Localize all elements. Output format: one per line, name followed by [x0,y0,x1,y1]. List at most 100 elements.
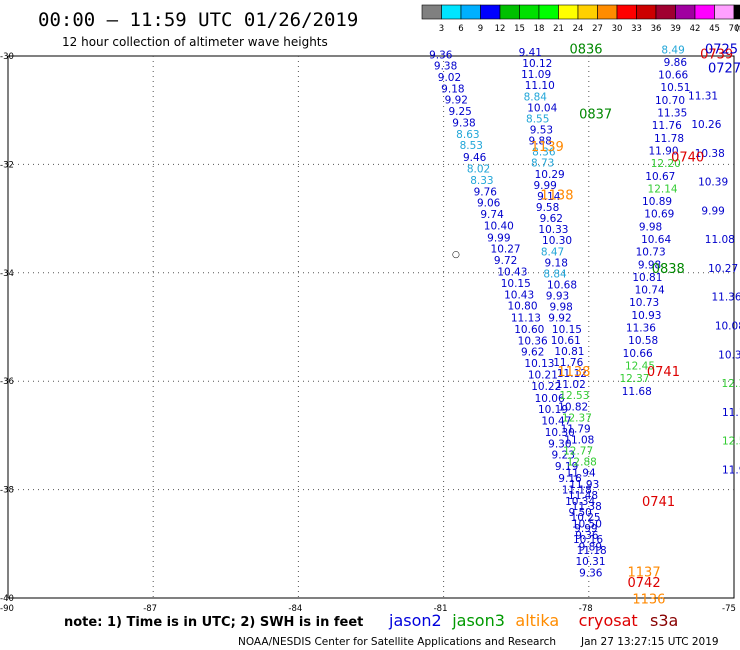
legend-tick-label: 15 [514,24,525,34]
swh-value: 9.74 [480,209,504,221]
swh-value: 10.30 [545,427,575,439]
legend-swatch [558,4,579,20]
swh-value: 12.14 [648,183,678,195]
swh-value: 9.53 [530,124,553,136]
swh-value: 10.60 [514,324,544,336]
swh-value: 9.58 [536,202,559,214]
legend-tick-label: 42 [690,24,701,34]
legend-swatch [597,4,618,20]
lon-axis-label: -81 [434,604,448,614]
swh-value: 9.38 [452,117,475,129]
swh-value: 11.36 [626,323,656,335]
map-gridlines [8,56,734,598]
swh-value: 9.16 [558,473,582,485]
swh-value: 9.99 [487,232,510,244]
lat-axis-label: -32 [0,160,14,170]
swh-value: 9.98 [549,302,572,314]
swh-value: 12.88 [567,457,597,469]
swh-value: 10.12 [522,58,552,70]
satellite-legend-item: s3a [650,611,678,630]
swh-value: 9.72 [494,255,517,267]
swh-value: 10.19 [538,404,568,416]
swh-value: 9.89 [579,541,602,553]
swh-value: 10.74 [635,285,665,297]
swh-value: 10.34 [565,496,595,508]
swh-value: 12.77 [563,446,593,458]
legend-swatch [714,4,735,20]
swh-value: 10.93 [631,310,661,322]
axis-labels: -30 -32 -34 -36 -38 -40-90 -87 -84 -81 -78 -75 [0,52,736,614]
lon-axis-label: -84 [288,604,302,614]
footer-credit: NOAA/NESDIS Center for Satellite Applica… [238,636,556,648]
map-frame [7,55,735,599]
swh-value: 10.08 [715,321,740,333]
swh-value: 9.86 [664,57,688,69]
swh-value: 9.18 [441,83,464,95]
swh-value: 10.33 [538,224,568,236]
swh-value: 10.66 [623,348,653,360]
legend-swatch [577,4,598,20]
swh-value: 9.30 [548,438,571,450]
legend-swatch [538,4,559,20]
swh-value: 11.79 [561,423,591,435]
swh-value: 12.37 [619,373,649,385]
swh-value: 9.36 [579,567,603,579]
legend-tick-label: 18 [534,24,545,34]
pass-time-label: 1138 [540,189,573,204]
legend-swatch [499,4,520,20]
swh-value: 9.02 [438,72,461,84]
swh-value: 9.99 [574,523,597,535]
swh-value: 10.81 [554,346,584,358]
legend-unit-label: (ft) [736,24,740,34]
swh-value: 8.84 [543,268,567,280]
map-border [7,55,735,599]
swh-value: 9.50 [568,507,591,519]
swh-value: 10.27 [491,244,521,256]
swh-value: 9.38 [434,61,457,73]
swh-value: 10.70 [655,95,685,107]
swh-value: 8.49 [661,44,684,56]
footer-timestamp: Jan 27 13:27:15 UTC 2019 [580,636,719,648]
legend-tick-label: 6 [458,24,463,34]
pass-time-label: 0739 [700,48,733,63]
pass-time-label: 1139 [531,140,564,155]
swh-value: 9.14 [537,191,561,203]
swh-value: 10.26 [691,119,721,131]
swh-value: 9.88 [529,136,552,148]
satellite-tracks: 9.369.389.029.189.929.259.388.638.539.46… [429,44,740,579]
swh-value: 11.90 [648,145,678,157]
legend-swatch [636,4,657,20]
page-title: 00:00 – 11:59 UTC 01/26/2019 [38,9,358,31]
satellite-legend-item: jason3 [451,611,505,630]
swh-value: 10.80 [507,301,537,313]
legend-tick-label: 39 [670,24,681,34]
legend-tick-label: 45 [709,24,720,34]
legend-tick-label: 3 [439,24,444,34]
swh-value: 12.37 [562,412,592,424]
legend-swatch [421,4,442,20]
swh-value: 10.13 [524,358,554,370]
swh-value: 11.13 [511,313,541,325]
swh-value: 11.18 [577,545,607,557]
swh-value: 10.40 [484,220,514,232]
swh-value: 9.06 [477,198,501,210]
swh-value: 9.36 [575,530,599,542]
footer-note: note: 1) Time is in UTC; 2) SWH is in fe… [64,615,363,630]
legend-tick-label: 36 [651,24,662,34]
swh-value: 9.99 [533,180,556,192]
satellite-legend: jason2 jason3 altika cryosat s3a [388,611,678,630]
swh-value: 10.73 [629,297,659,309]
swh-value: 11.10 [525,80,555,92]
swh-value: 11.93 [569,479,599,491]
swh-value: 11.31 [688,90,718,102]
swh-value: 10.58 [628,335,658,347]
legend-swatch [441,4,462,20]
lat-axis-label: -36 [0,377,14,387]
pass-time-label: 1136 [632,592,665,607]
swh-value: 8.53 [460,140,483,152]
swh-value: 12.45 [625,360,655,372]
swh-value: 10.43 [497,267,527,279]
lat-axis-label: -40 [0,594,14,604]
